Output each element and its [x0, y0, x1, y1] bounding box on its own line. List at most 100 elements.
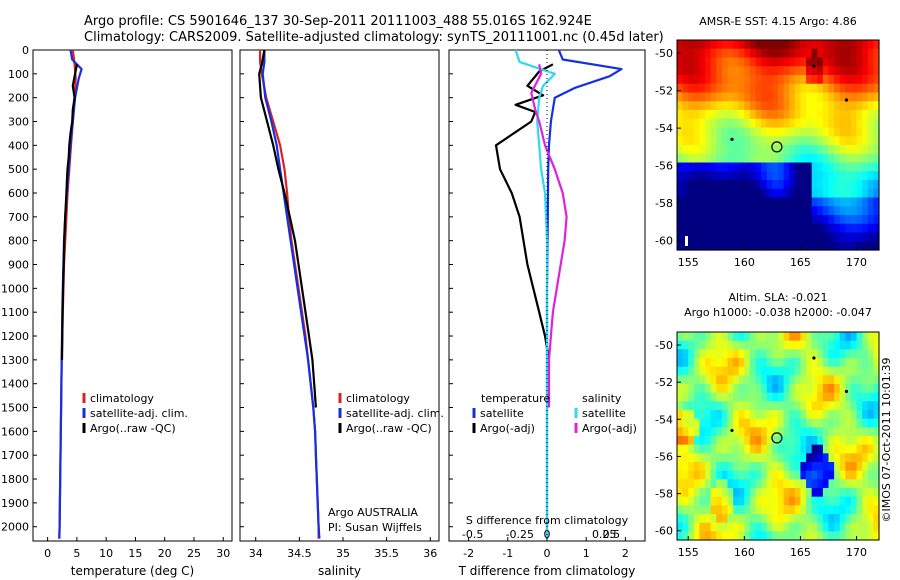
heatmap-cell	[862, 110, 869, 120]
heatmap-cell	[693, 505, 701, 515]
heatmap-cell	[682, 153, 689, 164]
heatmap-cell	[862, 470, 869, 480]
heatmap-cell	[727, 83, 734, 94]
heatmap-cell	[783, 241, 790, 251]
heatmap-cell	[755, 462, 762, 472]
heatmap-cell	[783, 223, 790, 234]
heatmap-cell	[688, 83, 695, 94]
heatmap-cell	[677, 180, 684, 190]
heatmap-cell	[873, 153, 880, 164]
heatmap-cell	[772, 162, 779, 172]
heatmap-cell	[721, 57, 729, 67]
heatmap-cell	[783, 206, 790, 216]
heatmap-cell	[755, 410, 762, 420]
heatmap-cell	[811, 392, 818, 402]
heatmap-cell	[766, 436, 773, 446]
heatmap-cell	[839, 401, 846, 411]
heatmap-cell	[710, 453, 717, 463]
heatmap-cell	[705, 92, 712, 102]
heatmap-cell	[755, 83, 762, 94]
heatmap-cell	[727, 206, 734, 216]
heatmap-cell	[850, 349, 858, 359]
heatmap-cell	[800, 136, 807, 146]
heatmap-cell	[688, 436, 695, 446]
heatmap-cell	[733, 418, 740, 428]
heatmap-cell	[867, 162, 874, 172]
heatmap-cell	[693, 241, 701, 251]
heatmap-cell	[721, 436, 729, 446]
heatmap-cell	[699, 427, 706, 437]
heatmap-cell	[716, 496, 723, 506]
heatmap-cell	[862, 206, 869, 216]
heatmap-cell	[699, 470, 706, 480]
heatmap-cell	[749, 215, 757, 225]
heatmap-cell	[727, 162, 734, 172]
heatmap-cell	[789, 436, 796, 446]
heatmap-cell	[817, 83, 824, 94]
x-tick-label: 2	[622, 547, 629, 560]
heatmap-cell	[761, 488, 768, 498]
heatmap-cell	[783, 127, 790, 137]
x-tick-label: 160	[734, 546, 755, 559]
heatmap-cell	[794, 392, 802, 402]
heatmap-cell	[862, 118, 869, 129]
heatmap-cell	[733, 118, 740, 129]
heatmap-cell	[693, 410, 701, 420]
heatmap-cell	[867, 332, 874, 342]
heatmap-cell	[822, 522, 830, 532]
heatmap-cell	[705, 444, 712, 454]
heatmap-cell	[688, 332, 695, 342]
heatmap-cell	[744, 153, 751, 164]
y-tick-label: -54	[655, 122, 673, 135]
heatmap-cell	[850, 180, 858, 190]
x-tick-top-label: -0.25	[506, 528, 534, 541]
heatmap-cell	[828, 514, 835, 524]
y-tick-label: -50	[655, 339, 673, 352]
heatmap-cell	[873, 180, 880, 190]
heatmap-cell	[856, 92, 863, 102]
heatmap-cell	[817, 153, 824, 164]
heatmap-cell	[845, 531, 852, 541]
heatmap-cell	[800, 332, 807, 342]
heatmap-cell	[867, 392, 874, 402]
heatmap-cell	[733, 136, 740, 146]
heatmap-cell	[682, 522, 689, 532]
heatmap-cell	[721, 340, 729, 350]
heatmap-cell	[744, 110, 751, 120]
heatmap-cell	[721, 488, 729, 498]
heatmap-cell	[806, 444, 813, 454]
heatmap-cell	[789, 418, 796, 428]
heatmap-cell	[688, 401, 695, 411]
heatmap-cell	[822, 410, 830, 420]
heatmap-cell	[834, 40, 841, 50]
heatmap-cell	[721, 48, 729, 59]
heatmap-cell	[761, 215, 768, 225]
heatmap-cell	[834, 136, 841, 146]
heatmap-cell	[856, 358, 863, 368]
x-tick-label: -2	[463, 547, 474, 560]
heatmap-cell	[806, 215, 813, 225]
y-tick-label: 400	[8, 139, 29, 152]
heatmap-cell	[721, 514, 729, 524]
heatmap-cell	[710, 444, 717, 454]
heatmap-cell	[873, 215, 880, 225]
heatmap-cell	[766, 153, 773, 164]
heatmap-cell	[721, 101, 729, 111]
heatmap-cell	[783, 118, 790, 129]
heatmap-cell	[778, 162, 785, 172]
x-tick-label: 25	[187, 547, 201, 560]
heatmap-cell	[761, 401, 768, 411]
heatmap-cell	[733, 332, 740, 342]
heatmap-cell	[699, 206, 706, 216]
heatmap-cell	[817, 418, 824, 428]
heatmap-cell	[716, 332, 723, 342]
heatmap-cell	[677, 223, 684, 234]
heatmap-cell	[738, 332, 745, 342]
heatmap-cell	[822, 241, 830, 251]
heatmap-cell	[873, 188, 880, 199]
heatmap-cell	[710, 136, 717, 146]
heatmap-cell	[688, 145, 695, 155]
heatmap-cell	[783, 479, 790, 489]
heatmap-cell	[834, 392, 841, 402]
heatmap-cell	[761, 522, 768, 532]
